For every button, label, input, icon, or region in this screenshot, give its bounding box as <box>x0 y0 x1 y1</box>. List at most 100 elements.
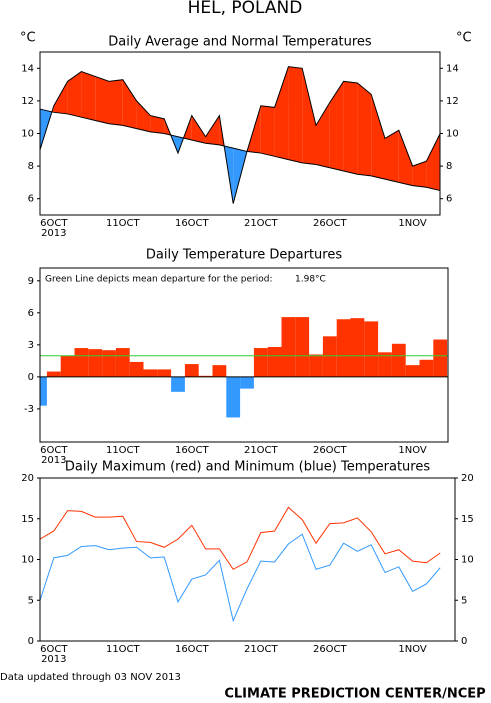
bar <box>40 376 47 406</box>
bar <box>184 364 199 377</box>
departure-fill <box>371 94 385 180</box>
line <box>39 533 441 623</box>
departure-fill <box>274 66 289 160</box>
bar <box>171 376 185 392</box>
annotation-value: 1.98°C <box>295 275 326 285</box>
departure-fill <box>205 115 220 145</box>
y-tick-label: 0 <box>28 636 34 647</box>
x-tick-label: 16OCT <box>175 445 210 456</box>
bar <box>60 355 75 377</box>
y-tick-label: 10 <box>461 555 474 566</box>
y-tick-label: 0 <box>461 636 467 647</box>
departure-fill <box>288 66 303 163</box>
departure-fill <box>67 71 82 118</box>
x-tick-label: 16OCT <box>175 218 210 229</box>
x-tick-label: 16OCT <box>175 644 210 655</box>
bar <box>295 317 310 377</box>
y-tick-label: 9 <box>28 276 34 287</box>
bar <box>102 350 116 377</box>
bar <box>419 359 434 377</box>
x-tick-label: 11OCT <box>106 445 141 456</box>
y-tick-label: 10 <box>21 555 34 566</box>
x-tick-label: 21OCT <box>244 644 279 655</box>
x-tick-label: 26OCT <box>313 445 348 456</box>
bar <box>350 318 365 377</box>
x-tick-label: 6OCT <box>40 445 68 456</box>
y-tick-label: 6 <box>28 308 34 319</box>
departure-fill <box>385 130 399 183</box>
y-tick-label: 5 <box>461 595 467 606</box>
annotation: Green Line depicts mean departure for th… <box>45 275 273 285</box>
y-tick-label: 6 <box>28 194 34 205</box>
bar <box>322 336 337 377</box>
y-tick-label: 8 <box>446 161 452 172</box>
bar <box>115 348 130 377</box>
credit: CLIMATE PREDICTION CENTER/NCEP <box>224 687 485 702</box>
departure-fill <box>136 100 151 132</box>
departure-fill <box>398 130 413 186</box>
bar <box>46 371 61 377</box>
x-tick-label: 26OCT <box>313 644 348 655</box>
y-tick-label: 20 <box>21 473 34 484</box>
year-label: 2013 <box>41 455 66 466</box>
y-tick-label: 12 <box>446 96 459 107</box>
y-tick-label: 14 <box>446 63 459 74</box>
line <box>39 66 441 204</box>
bar <box>405 365 420 377</box>
bar <box>309 354 323 377</box>
chart-title: Daily Maximum (red) and Minimum (blue) T… <box>65 460 430 475</box>
bar <box>198 375 213 377</box>
departure-fill <box>95 76 109 124</box>
departure-fill <box>316 102 330 168</box>
y2-axis-label: °C <box>456 31 472 46</box>
y-tick-label: 8 <box>28 161 34 172</box>
departure-fill <box>412 161 427 188</box>
y-tick-label: 10 <box>446 129 459 140</box>
y-tick-label: -3 <box>24 404 34 415</box>
year-label: 2013 <box>41 228 66 239</box>
departure-fill <box>357 82 372 176</box>
bar <box>157 369 172 377</box>
y-tick-label: 0 <box>28 372 34 383</box>
bar <box>88 349 103 377</box>
departure-fill <box>302 68 316 165</box>
x-tick-label: 6OCT <box>40 218 68 229</box>
departure-fill <box>53 81 68 114</box>
bar <box>226 376 241 418</box>
departure-fill <box>329 81 344 171</box>
y-tick-label: 20 <box>461 473 474 484</box>
x-tick-label: 11OCT <box>106 644 141 655</box>
bar <box>281 317 296 377</box>
departure-fill <box>81 71 96 121</box>
bar <box>129 361 144 377</box>
x-tick-label: 1NOV <box>398 445 427 456</box>
bar <box>212 365 227 377</box>
plot-frame <box>39 477 456 642</box>
line <box>39 108 441 192</box>
bar <box>74 348 89 377</box>
bar <box>378 352 392 377</box>
x-tick-label: 6OCT <box>40 644 68 655</box>
chart-title: Daily Average and Normal Temperatures <box>108 35 372 50</box>
bar <box>391 343 406 377</box>
bar <box>364 321 379 377</box>
footer-note: Data updated through 03 NOV 2013 <box>0 672 181 683</box>
bar <box>143 369 158 377</box>
y-tick-label: 12 <box>21 96 34 107</box>
y-tick-label: 10 <box>21 129 34 140</box>
x-tick-label: 21OCT <box>244 445 279 456</box>
bar <box>267 346 282 377</box>
plot-frame <box>39 51 441 216</box>
bar <box>253 348 268 377</box>
x-tick-label: 11OCT <box>106 218 141 229</box>
chart-title: Daily Temperature Departures <box>146 248 342 263</box>
departure-fill <box>109 79 123 126</box>
y-tick-label: 6 <box>446 194 452 205</box>
plot-frame <box>39 267 449 443</box>
bar <box>240 376 254 389</box>
x-tick-label: 21OCT <box>244 218 279 229</box>
departure-fill <box>260 105 275 157</box>
year-label: 2013 <box>41 654 66 665</box>
line <box>39 506 441 570</box>
